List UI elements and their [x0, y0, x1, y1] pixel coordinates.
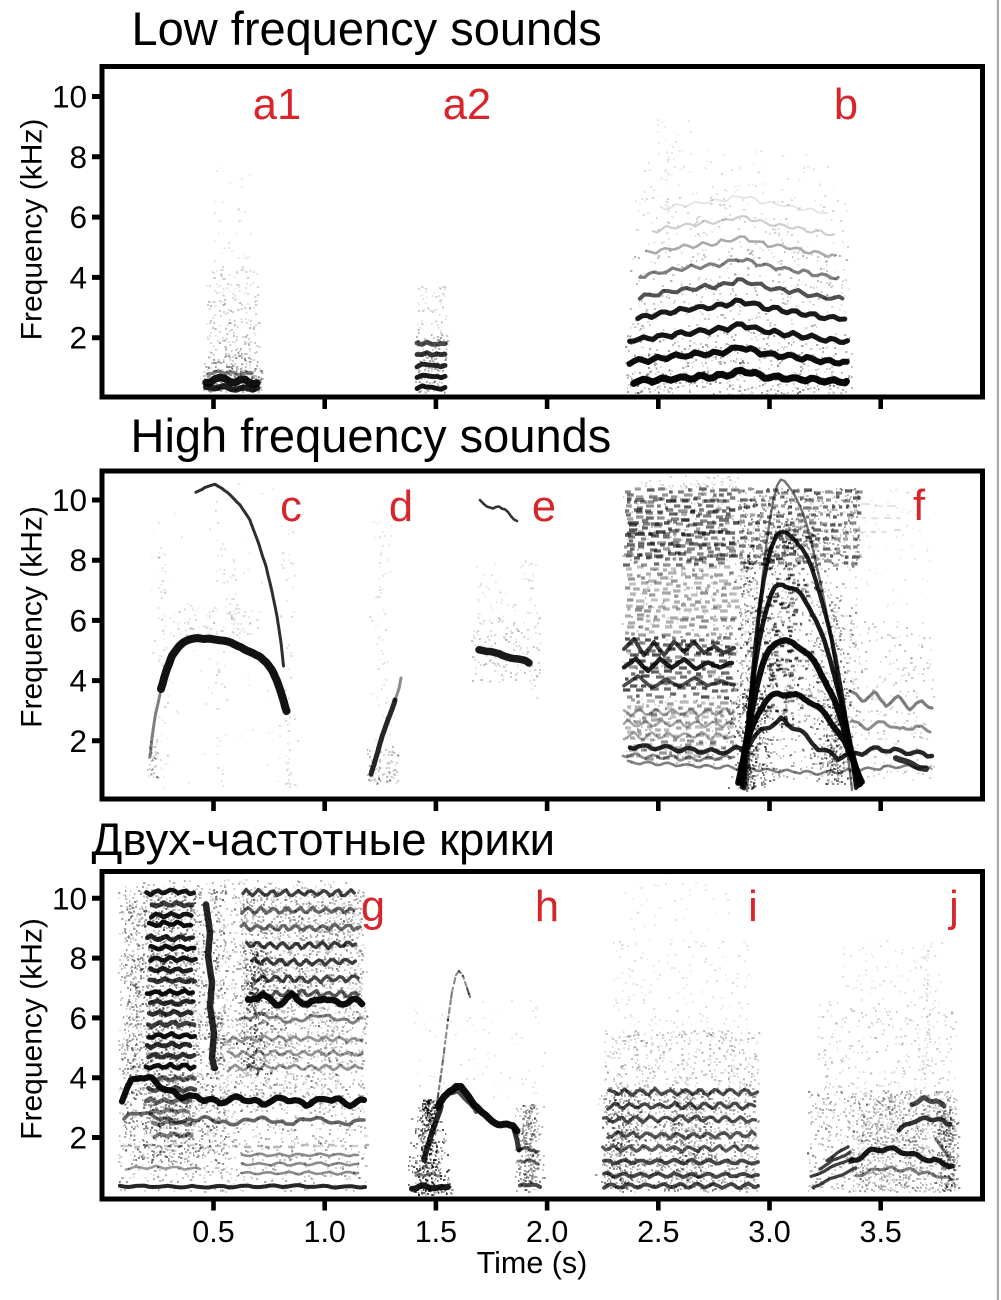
- svg-text:j: j: [947, 883, 959, 931]
- svg-text:4: 4: [69, 1060, 87, 1096]
- svg-text:a2: a2: [443, 81, 491, 129]
- svg-text:10: 10: [52, 482, 87, 518]
- svg-text:b: b: [834, 81, 858, 129]
- svg-text:Low frequency sounds: Low frequency sounds: [132, 2, 602, 55]
- svg-text:Frequency (kHz): Frequency (kHz): [16, 119, 49, 341]
- svg-text:h: h: [535, 883, 559, 931]
- svg-text:4: 4: [69, 259, 87, 295]
- svg-text:1.5: 1.5: [415, 1215, 457, 1249]
- svg-text:6: 6: [69, 199, 87, 235]
- svg-text:g: g: [361, 883, 385, 931]
- svg-text:6: 6: [69, 602, 87, 638]
- svg-text:Frequency (kHz): Frequency (kHz): [16, 918, 49, 1140]
- svg-text:Frequency (kHz): Frequency (kHz): [16, 506, 49, 728]
- svg-text:10: 10: [52, 880, 87, 916]
- svg-text:6: 6: [69, 1000, 87, 1036]
- svg-text:3.0: 3.0: [748, 1215, 790, 1249]
- svg-text:4: 4: [69, 663, 87, 699]
- svg-text:8: 8: [69, 542, 87, 578]
- svg-text:2: 2: [69, 723, 87, 759]
- svg-text:a1: a1: [253, 81, 301, 129]
- svg-text:2.5: 2.5: [637, 1215, 679, 1249]
- svg-text:8: 8: [69, 940, 87, 976]
- svg-text:10: 10: [52, 79, 87, 115]
- svg-text:2: 2: [69, 320, 87, 356]
- svg-text:e: e: [532, 483, 556, 531]
- svg-text:i: i: [748, 883, 758, 931]
- svg-text:f: f: [913, 482, 926, 530]
- svg-text:1.0: 1.0: [303, 1215, 345, 1249]
- svg-text:c: c: [280, 483, 302, 531]
- svg-text:3.5: 3.5: [859, 1215, 901, 1249]
- svg-text:2.0: 2.0: [526, 1215, 568, 1249]
- svg-text:Двух-частотные крики: Двух-частотные крики: [92, 814, 556, 865]
- svg-text:High frequency sounds: High frequency sounds: [131, 409, 612, 462]
- svg-text:2: 2: [69, 1120, 87, 1156]
- svg-text:Time (s): Time (s): [477, 1246, 588, 1280]
- svg-text:8: 8: [69, 139, 87, 175]
- svg-text:d: d: [389, 483, 413, 531]
- svg-text:0.5: 0.5: [192, 1215, 234, 1249]
